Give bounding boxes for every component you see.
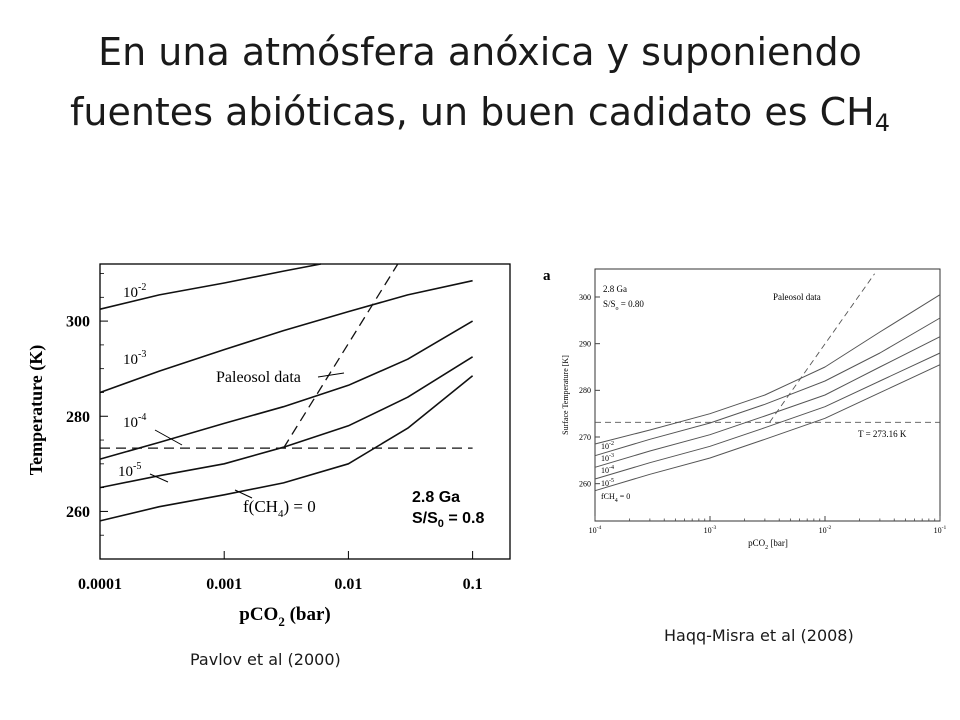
x-tick-label-4: 10-1 [934,525,947,535]
series-label-1e-3: 10-3 [123,349,146,368]
series-label-1e-2: 10-2 [123,282,146,301]
series-label-1e-3: 10-3 [601,453,614,463]
series-label-fch4-zero: fCH4 = 0 [601,492,630,504]
series-label-1e-4: 10-4 [601,465,614,475]
series-line-2 [594,317,941,457]
solar-annotation: S/S0 = 0.8 [412,510,485,530]
series-line-3 [594,336,941,468]
age-annotation: 2.8 Ga [603,284,627,294]
paleosol-label: Paleosol data [216,369,301,386]
y-tick-label-2: 270 [579,433,591,442]
series-label-leader-1e-5 [149,473,169,483]
series-line-5 [594,364,941,492]
series-label-leader-1e-4 [154,429,183,446]
caption-haqq-misra: Haqq-Misra et al (2008) [664,626,854,645]
y-axis-title: Surface Temperature [K] [561,355,570,435]
y-tick-label-4: 290 [579,339,591,348]
series-label-fch4-zero: f(CH4) = 0 [243,497,316,520]
slide-title: En una atmósfera anóxica y suponiendo fu… [40,22,920,142]
reference-lines [100,263,473,449]
series-line-3 [99,320,474,460]
y-tick-label-1: 260 [579,479,591,488]
series-label-1e-2: 10-2 [601,441,614,451]
axis-ticks: 0.0001 0.001 0.01 0.1 260 280 300 [66,273,483,593]
paleosol-label: Paleosol data [773,292,821,302]
series-line-4 [594,352,941,480]
series-lines [594,294,941,492]
x-tick-label-1: 10-4 [589,525,602,535]
axis-ticks: 10-4 10-3 10-2 10-1 260 270 280 290 300 [579,293,947,535]
series-line-2 [99,279,473,394]
x-tick-label-3: 0.01 [334,576,362,593]
plot-frame [99,263,511,560]
solar-annotation: S/So = 0.80 [603,299,644,312]
y-tick-label-3: 280 [579,386,591,395]
plot-frame [594,268,941,522]
x-tick-label-1: 0.0001 [78,576,122,593]
x-tick-label-4: 0.1 [463,576,483,593]
series-label-1e-5: 10-5 [601,478,614,488]
panel-label: a [543,268,551,284]
slide-title-text: En una atmósfera anóxica y suponiendo fu… [69,30,875,134]
series-line-1 [99,263,322,310]
slide-title-subscript: 4 [874,109,891,137]
x-axis-title: pCO2 [bar] [748,538,788,551]
y-tick-label-3: 300 [66,314,90,331]
series-label-leader-fch4 [234,489,253,499]
y-tick-label-5: 300 [579,293,591,302]
series-line-5 [99,375,474,522]
x-tick-label-2: 0.001 [206,576,242,593]
x-axis-title: pCO2 (bar) [239,604,330,629]
haqq-misra-chart: a 10-4 10-3 10-2 10-1 260 270 280 290 300 2.8 Ga… [543,268,947,551]
series-label-1e-4: 10-4 [123,412,146,431]
paleosol-label-leader [317,372,345,378]
y-axis-title: Temperature (K) [26,345,47,475]
y-tick-label-2: 280 [66,409,90,426]
series-lines [99,263,474,522]
series-line-1 [594,294,941,445]
x-tick-label-3: 10-2 [819,525,832,535]
reference-lines [595,273,940,423]
y-tick-label-1: 260 [66,504,90,521]
x-tick-label-2: 10-3 [704,525,717,535]
caption-pavlov: Pavlov et al (2000) [190,650,341,669]
age-annotation: 2.8 Ga [412,489,460,506]
paleosol-dashed-line [282,263,399,449]
paleosol-dashed-line [769,273,875,423]
pavlov-chart: 0.0001 0.001 0.01 0.1 260 280 300 10-2 10-3 10… [26,263,511,629]
series-label-1e-5: 10-5 [118,461,141,480]
freezing-label: T = 273.16 K [858,429,907,439]
